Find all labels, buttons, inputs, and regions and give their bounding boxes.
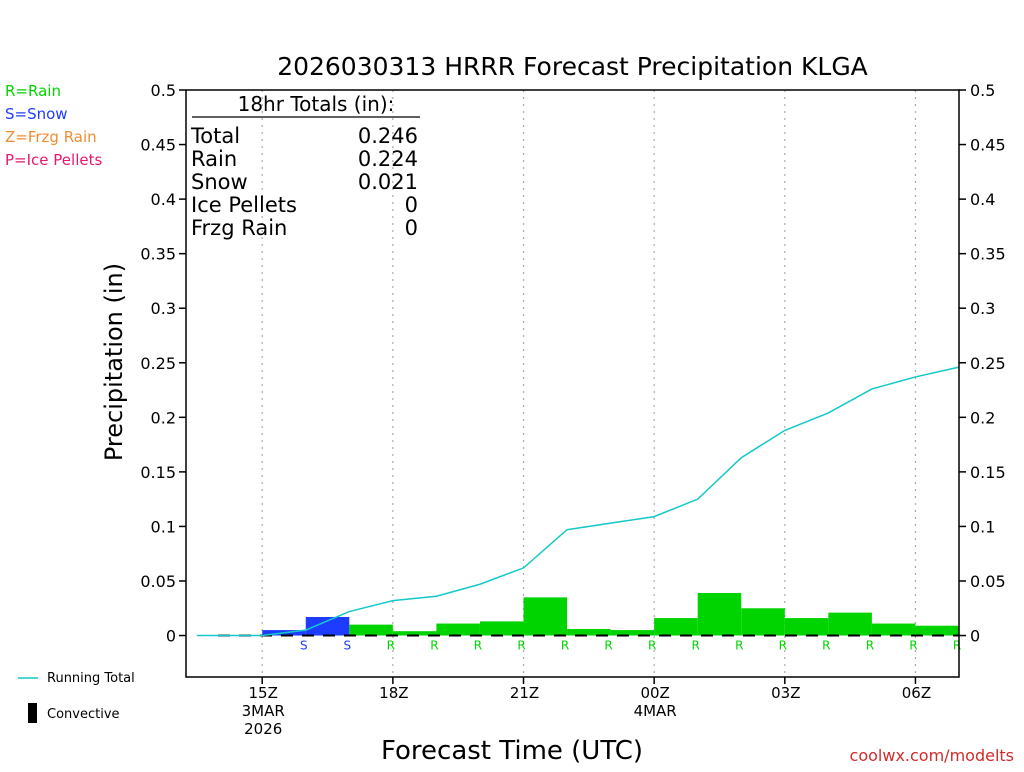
y-tick-label-right-10: 0.5 [970,81,995,100]
precip-bar-15 [828,612,872,636]
precip-bar-7 [479,621,524,636]
y-tick-label-right-3: 0.15 [970,463,1006,482]
ptype-label-13: R [779,639,787,653]
y-tick-label-right-7: 0.35 [970,245,1006,264]
y-tick-label-right-0: 0 [970,627,980,646]
totals-value-0: 0.246 [358,124,418,148]
x-tick-label-1-0: 18Z [379,684,408,702]
ptype-label-10: R [648,639,656,653]
x-tick-label-3-1: 4MAR [634,702,677,720]
x-tick-label-0-0: 15Z [249,684,278,702]
y-axis-label: Precipitation (in) [100,263,128,461]
ptype-label-11: R [692,639,700,653]
legend-entry-3: P=Ice Pellets [5,151,102,169]
legend-convective-label: Convective [47,707,120,722]
totals-label-3: Ice Pellets [191,193,297,217]
x-tick-label-3-0: 00Z [640,684,669,702]
chart-title: 2026030313 HRRR Forecast Precipitation K… [277,52,868,81]
legend-entry-0: R=Rain [5,82,61,100]
totals-label-0: Total [190,124,240,148]
y-tick-label-left-0: 0 [166,627,176,646]
y-tick-label-left-7: 0.35 [140,245,176,264]
y-tick-label-left-5: 0.25 [140,354,176,373]
precip-bar-12 [697,592,742,636]
totals-value-1: 0.224 [358,147,418,171]
x-tick-label-2-0: 21Z [510,684,539,702]
legend-entry-2: Z=Frzg Rain [5,128,97,146]
y-tick-label-left-3: 0.15 [140,463,176,482]
precip-bar-8 [523,597,568,636]
precip-bar-13 [741,608,785,636]
precip-bar-14 [784,618,829,636]
y-tick-label-right-1: 0.05 [970,572,1006,591]
ptype-label-17: R [953,639,961,653]
y-tick-label-left-4: 0.2 [151,408,176,427]
y-tick-label-left-1: 0.05 [140,572,176,591]
x-tick-label-0-1: 3MAR [242,702,285,720]
x-tick-label-5-0: 06Z [902,684,931,702]
y-tick-label-left-2: 0.1 [151,517,176,536]
precip-bar-5 [392,631,437,636]
y-tick-label-right-4: 0.2 [970,408,995,427]
precip-bar-6 [436,623,480,636]
x-tick-label-0-2: 2026 [244,720,282,738]
ptype-label-16: R [909,639,917,653]
legend-convective-swatch [28,703,37,723]
ptype-label-15: R [866,639,874,653]
precip-bar-17 [915,625,959,636]
x-axis-label: Forecast Time (UTC) [381,736,643,766]
ptype-label-6: R [474,639,482,653]
ptype-label-12: R [735,639,743,653]
ptype-label-7: R [517,639,525,653]
ptype-label-9: R [604,639,612,653]
y-tick-label-right-9: 0.45 [970,136,1006,155]
ptype-label-8: R [561,639,569,653]
y-tick-label-right-2: 0.1 [970,517,995,536]
legend-entry-1: S=Snow [5,105,68,123]
credit-text: coolwx.com/modelts [850,746,1014,765]
precip-bar-4 [349,624,393,636]
precip-bar-9 [567,628,611,636]
legend-running-total-label: Running Total [47,671,135,686]
ptype-label-3: S [343,639,351,653]
precip-bar-3 [305,616,350,636]
ptype-label-14: R [822,639,830,653]
y-tick-label-right-5: 0.25 [970,354,1006,373]
precip-bar-10 [610,630,655,636]
totals-value-2: 0.021 [358,170,418,194]
totals-label-4: Frzg Rain [191,216,287,240]
plot-frame [185,89,960,678]
y-tick-label-right-8: 0.4 [970,190,995,209]
y-tick-label-left-8: 0.4 [151,190,176,209]
y-tick-label-left-9: 0.45 [140,136,176,155]
x-tick-label-4-0: 03Z [771,684,800,702]
totals-label-1: Rain [191,147,237,171]
ptype-label-4: R [387,639,395,653]
totals-value-4: 0 [405,216,418,240]
running-total-line [196,366,960,637]
totals-title: 18hr Totals (in): [238,92,395,116]
precip-bar-11 [654,618,698,636]
totals-label-2: Snow [191,170,248,194]
ptype-label-2: S [300,639,308,653]
ptype-label-5: R [430,639,438,653]
y-tick-label-left-6: 0.3 [151,299,176,318]
precip-bar-16 [871,623,916,636]
totals-value-3: 0 [405,193,418,217]
y-tick-label-right-6: 0.3 [970,299,995,318]
y-tick-label-left-10: 0.5 [151,81,176,100]
